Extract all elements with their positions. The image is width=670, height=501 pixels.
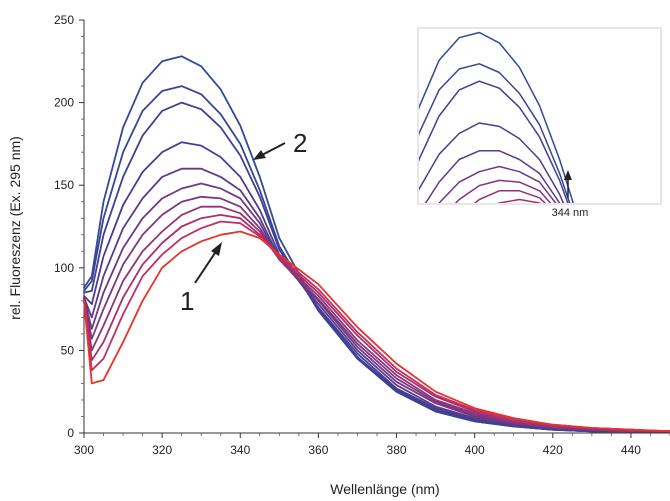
y-tick-label: 100 (54, 261, 74, 275)
inset-series-line (419, 122, 565, 203)
inset-series-line (424, 150, 561, 203)
annotation-label-1: 1 (180, 286, 194, 316)
annotation-arrow-2 (261, 142, 286, 156)
inset-frame (417, 27, 662, 205)
inset-series-line (419, 63, 571, 203)
x-tick-label: 400 (465, 443, 485, 457)
y-tick-label: 0 (67, 426, 74, 440)
series-line (83, 220, 670, 433)
x-tick-label: 420 (543, 443, 563, 457)
x-tick-label: 380 (387, 443, 407, 457)
annotation-arrow-1 (194, 249, 218, 284)
annotation-1: 1 (180, 242, 222, 316)
y-tick-label: 150 (54, 178, 74, 192)
y-axis: 0 50 100 150 200 250 (54, 13, 85, 440)
annotation-arrowhead-1 (211, 242, 222, 256)
inset-marker-arrowhead (564, 170, 572, 180)
series-line (83, 182, 670, 433)
x-tick-label: 300 (74, 443, 94, 457)
x-tick-label: 340 (230, 443, 250, 457)
y-axis-title: rel. Fluoreszenz (Ex. 295 nm) (7, 136, 23, 320)
inset-plot: 344 nm (417, 27, 662, 219)
series-line (83, 195, 670, 433)
inset-series-line (419, 31, 574, 203)
inset-series-line (419, 80, 569, 203)
y-tick-label: 200 (54, 96, 74, 110)
series-line (83, 230, 670, 433)
inset-marker-label: 344 nm (552, 207, 589, 219)
x-tick-label: 440 (621, 443, 641, 457)
x-axis: 300 320 340 360 380 400 420 440 (74, 432, 670, 457)
y-tick-label: 250 (54, 13, 74, 27)
series-lines (83, 55, 670, 433)
inset-series-lines (419, 31, 574, 203)
x-axis-title: Wellenlänge (nm) (330, 481, 439, 497)
series-line (83, 101, 670, 433)
y-tick-label: 50 (61, 343, 75, 357)
annotation-label-2: 2 (293, 128, 307, 158)
annotation-arrowhead-2 (253, 150, 266, 160)
x-tick-label: 360 (308, 443, 328, 457)
x-tick-label: 320 (152, 443, 172, 457)
annotation-2: 2 (253, 128, 307, 160)
inset-series-line (454, 179, 552, 203)
series-line (83, 205, 670, 433)
